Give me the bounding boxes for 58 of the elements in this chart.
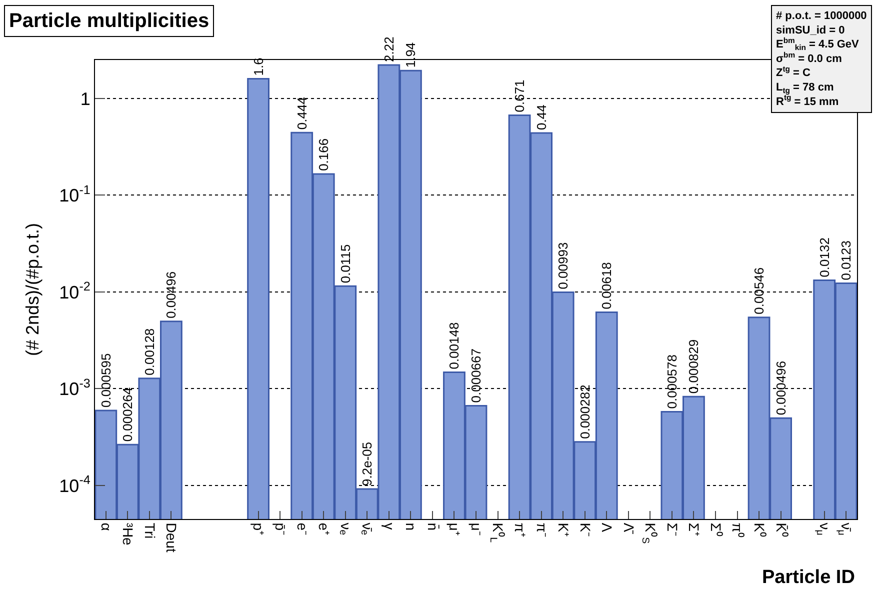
x-tick-label: Σ⁺ (686, 522, 702, 536)
text: # p.o.t. = 1000000 simSU_id = 0 E$^{bm}$$_{kin}$ = 4.5 GeV σ$^{bm}$ = 0.0 cm Z$^{tg}$ = C L$_{tg}$ = 78 cm R$^{tg}$ = 15 mm (776, 10, 867, 108)
data-label: 0.00148 (446, 322, 462, 370)
y-tick-label: 1 (80, 88, 90, 109)
data-label: 0.671 (512, 80, 528, 112)
data-label: 0.000829 (686, 339, 702, 394)
y-tick-label: 10$^{-4}$ (59, 473, 90, 496)
x-tick-label: p̄⁻ (272, 522, 289, 536)
x-tick-label: p⁺ (250, 522, 267, 536)
x-tick-label: π⁻ (534, 522, 550, 538)
x-tick-label: Tri (142, 522, 158, 539)
x-tick-label: e⁻ (294, 522, 310, 536)
data-label: 0.44 (534, 104, 549, 130)
data-label: 0.000264 (120, 387, 136, 442)
x-tick-label: Λ (599, 522, 616, 533)
x-tick-label: ν̄ₑ (360, 522, 376, 536)
data-label: 0.00128 (142, 328, 157, 376)
y-tick-label: 10$^{-1}$ (59, 182, 90, 206)
x-tick-label: ³He (120, 522, 136, 546)
data-label: 0.0115 (338, 244, 353, 284)
x-tick-label: π⁺ (512, 522, 528, 538)
data-label: 0.0132 (816, 238, 832, 278)
y-axis-title: (# 2nds)/(#p.o.t.) (22, 222, 42, 356)
data-label: 0.444 (294, 97, 310, 130)
data-label: 0.000282 (577, 384, 592, 439)
x-tick-label: π⁰ (730, 522, 746, 538)
x-tick-label: νₑ (338, 522, 354, 536)
x-tick-label: γ (381, 522, 398, 530)
data-label: 0.000578 (664, 354, 680, 409)
x-tick-label: α (98, 522, 114, 531)
x-tick-label: Σ⁻ (664, 522, 680, 536)
x-tick-label: K⁺ (556, 522, 572, 538)
data-label: 0.00618 (599, 262, 614, 310)
data-label: 0.00546 (752, 267, 767, 314)
data-label: 0.166 (316, 138, 332, 171)
data-label: 0.000595 (98, 353, 114, 408)
x-tick-label: n (403, 522, 420, 531)
chart-title: Particle multiplicities (9, 10, 210, 32)
x-tick-label: K̄⁰ (773, 522, 790, 538)
data-label: 0.0123 (838, 240, 854, 280)
data-label: 0.00496 (164, 271, 179, 318)
x-tick-label: Λ̄ (620, 522, 637, 534)
data-label: 0.000496 (773, 360, 788, 416)
x-tick-label: Σ⁰ (708, 522, 724, 536)
x-tick-label: μ⁺ (446, 522, 463, 536)
x-tick-label: n̄ (424, 522, 441, 531)
x-tick-label: Deut (164, 522, 180, 552)
data-label: 0.000667 (468, 348, 484, 403)
y-tick-label: 10$^{-3}$ (59, 376, 90, 400)
x-tick-label: μ⁻ (468, 522, 484, 536)
data-label: 9.2e-05 (360, 442, 375, 486)
data-label: 1.94 (403, 42, 418, 68)
x-tick-label: K⁰ (751, 522, 768, 538)
data-label: 0.00993 (556, 242, 571, 290)
x-axis-title: Particle ID (762, 567, 855, 588)
y-tick-label: 10$^{-2}$ (59, 280, 90, 302)
x-tick-label: e⁺ (316, 522, 332, 536)
x-tick-label: K⁻ (577, 522, 594, 538)
